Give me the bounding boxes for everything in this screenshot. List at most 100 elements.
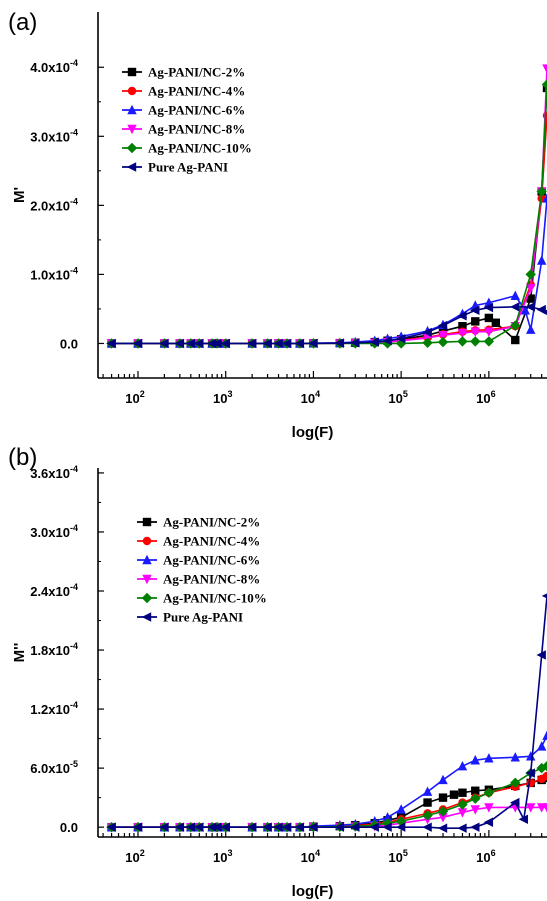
data-point: [541, 760, 547, 772]
data-point: [470, 805, 480, 815]
legend-marker: [142, 536, 152, 546]
x-tick-label: 104: [301, 389, 320, 406]
data-point: [525, 269, 536, 280]
y-tick-label: 2.0x10-4: [30, 196, 78, 213]
data-point: [518, 814, 528, 824]
y-tick-label: 1.0x10-4: [30, 265, 78, 282]
data-point: [437, 806, 449, 817]
legend-marker: [127, 124, 137, 135]
panel-label: (a): [8, 9, 37, 36]
data-point: [206, 822, 217, 832]
data-point: [483, 787, 495, 798]
legend-marker: [126, 142, 138, 154]
data-point: [449, 790, 459, 799]
x-tick-label: 106: [476, 389, 495, 406]
data-point: [520, 305, 530, 315]
data-point: [369, 337, 379, 347]
data-point: [422, 786, 433, 796]
data-point: [294, 822, 305, 832]
y-tick-label: 0.0: [60, 336, 78, 351]
data-point: [542, 193, 547, 203]
data-point: [470, 336, 481, 347]
data-point: [423, 798, 432, 807]
data-point: [525, 302, 535, 312]
legend-marker: [142, 574, 152, 585]
x-tick-label: 105: [388, 848, 407, 865]
data-point: [437, 823, 448, 833]
data-point: [281, 338, 292, 349]
data-point: [273, 822, 283, 832]
legend-marker: [141, 592, 153, 604]
data-point: [536, 186, 547, 197]
data-point: [437, 320, 448, 331]
data-point: [262, 822, 272, 832]
data-point: [194, 822, 204, 832]
panel-label: (b): [8, 444, 37, 471]
x-tick-label: 103: [213, 389, 232, 406]
y-axis-title: M': [11, 187, 28, 203]
data-point: [174, 338, 185, 349]
x-tick-label: 103: [213, 848, 232, 865]
chart-panel-a: (a) 102 103 104 105 106 0.0 1.0x10-4 2.0x10-4 3.0…: [8, 9, 547, 441]
data-point: [422, 327, 432, 338]
data-point: [334, 338, 345, 348]
data-point: [541, 309, 547, 315]
legend-label: Pure Ag-PANI: [148, 160, 228, 175]
data-point: [308, 338, 318, 349]
legend-label: Ag-PANI/NC-8%: [163, 572, 260, 587]
data-point: [483, 302, 494, 313]
legend-label: Ag-PANI/NC-6%: [163, 553, 260, 568]
data-point: [483, 336, 495, 347]
data-point: [470, 793, 481, 804]
data-point: [382, 812, 393, 822]
x-axis-title: log(F): [292, 883, 334, 900]
data-point: [542, 803, 547, 813]
y-tick-label: 1.8x10-4: [30, 641, 78, 658]
data-point: [106, 822, 116, 832]
data-point: [458, 788, 467, 797]
plot-area: [106, 64, 547, 349]
data-point: [350, 822, 360, 832]
data-point: [395, 822, 406, 832]
data-point: [470, 305, 480, 316]
data-point: [350, 338, 360, 348]
legend-label: Ag-PANI/NC-6%: [148, 103, 245, 118]
data-point: [526, 778, 535, 788]
data-point: [185, 338, 196, 349]
data-point: [484, 753, 494, 763]
data-point: [526, 284, 536, 294]
legend-label: Ag-PANI/NC-2%: [148, 65, 245, 80]
legend-marker: [127, 67, 137, 77]
data-point: [438, 774, 448, 785]
x-tick-label: 102: [125, 848, 144, 865]
legend-label: Ag-PANI/NC-10%: [163, 591, 267, 606]
data-point: [510, 290, 520, 301]
legend-marker: [127, 86, 137, 96]
data-point: [470, 327, 480, 337]
data-point: [536, 650, 546, 660]
series-pure: [106, 593, 547, 833]
data-point: [542, 730, 547, 740]
data-point: [246, 822, 257, 832]
data-point: [438, 793, 448, 802]
x-tick-label: 104: [301, 848, 320, 865]
data-point: [422, 337, 433, 348]
data-point: [437, 336, 449, 348]
data-point: [470, 822, 480, 832]
y-tick-label: 1.2x10-4: [30, 700, 78, 717]
data-point: [132, 822, 143, 832]
y-axis-title: M'': [11, 643, 28, 663]
data-point: [542, 64, 547, 74]
data-point: [536, 741, 547, 751]
data-point: [491, 318, 501, 327]
data-point: [511, 335, 520, 345]
data-point: [334, 822, 345, 832]
legend-marker: [141, 612, 152, 622]
data-point: [246, 338, 257, 349]
data-point: [483, 817, 494, 827]
data-point: [132, 338, 143, 349]
data-point: [457, 760, 468, 771]
data-point: [457, 336, 468, 347]
data-point: [541, 79, 547, 90]
data-point: [220, 822, 230, 832]
